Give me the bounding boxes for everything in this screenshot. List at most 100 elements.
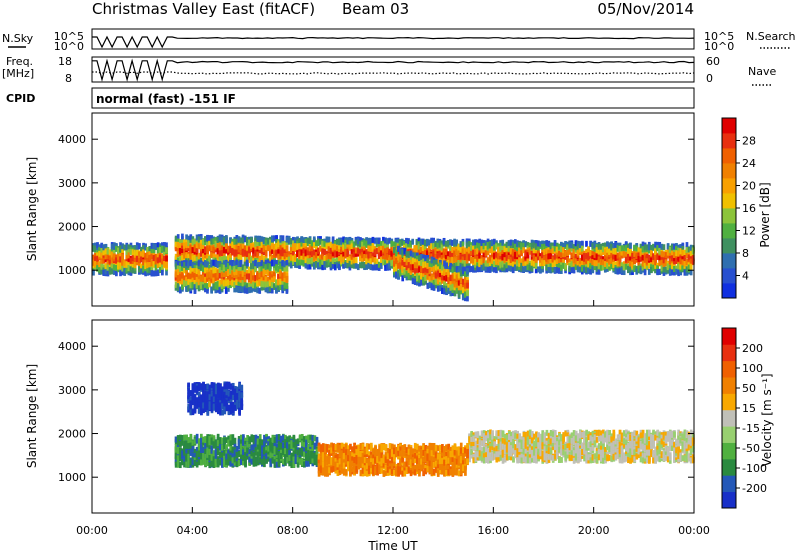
- heatmap-cell: [300, 255, 304, 262]
- heatmap-cell: [279, 253, 283, 260]
- heatmap-cell: [185, 270, 188, 277]
- heatmap-cell: [216, 281, 220, 288]
- heatmap-cell: [499, 261, 502, 268]
- heatmap-cell: [227, 269, 230, 276]
- heatmap-cell: [312, 254, 316, 261]
- heatmap-cell: [524, 250, 528, 257]
- heatmap-cell: [495, 267, 498, 274]
- heatmap-cell: [689, 250, 693, 257]
- heatmap-cell: [189, 282, 193, 289]
- heatmap-cell: [229, 260, 232, 267]
- heatmap-cell: [402, 244, 406, 251]
- heatmap-cell: [668, 265, 672, 272]
- heatmap-cell: [354, 262, 358, 269]
- heatmap-cell: [235, 259, 239, 266]
- heatmap-cell: [210, 286, 213, 293]
- heatmap-cell: [597, 263, 601, 270]
- heatmap-cell: [660, 265, 664, 272]
- heatmap-cell: [436, 238, 440, 245]
- heatmap-cell: [386, 257, 389, 264]
- heatmap-cell: [183, 261, 186, 268]
- heatmap-cell: [338, 255, 341, 262]
- cpid-frame: [91, 87, 695, 109]
- heatmap-cell: [668, 246, 672, 253]
- heatmap-cell: [572, 257, 576, 264]
- heatmap-cell: [438, 246, 442, 253]
- heatmap-cell: [187, 240, 191, 247]
- heatmap-cell: [643, 253, 647, 260]
- heatmap-cell: [610, 247, 613, 254]
- heatmap-cell: [348, 237, 352, 244]
- heatmap-cell: [241, 264, 245, 271]
- heatmap-cell: [216, 243, 220, 250]
- heatmap-cell: [373, 237, 377, 244]
- heatmap-cell: [409, 241, 412, 248]
- heatmap-cell: [340, 246, 343, 253]
- heatmap-cell: [193, 254, 197, 261]
- heatmap-cell: [227, 255, 230, 262]
- heatmap-cell: [335, 238, 339, 245]
- heatmap-cell: [333, 258, 337, 265]
- heatmap-cell: [509, 239, 513, 246]
- heatmap-cell: [195, 268, 199, 275]
- heatmap-cell: [503, 257, 507, 264]
- heatmap-cell: [264, 264, 268, 271]
- heatmap-cell: [587, 267, 590, 274]
- heatmap-cell: [564, 241, 567, 248]
- heatmap-cell: [673, 247, 676, 254]
- heatmap-cell: [486, 266, 490, 273]
- heatmap-cell: [587, 247, 590, 254]
- heatmap-cell: [185, 260, 188, 267]
- heatmap-cell: [298, 259, 301, 266]
- heatmap-cell: [457, 255, 461, 262]
- heatmap-cell: [323, 240, 327, 247]
- heatmap-cell: [549, 243, 553, 250]
- heatmap-cell: [530, 251, 534, 258]
- heatmap-cell: [317, 247, 320, 254]
- heatmap-cell: [486, 249, 490, 256]
- heatmap-cell: [662, 251, 666, 258]
- heatmap-cell: [199, 282, 203, 289]
- heatmap-cell: [260, 241, 264, 248]
- heatmap-cell: [511, 250, 515, 257]
- heatmap-cell: [624, 263, 628, 270]
- nsky-frame: [91, 28, 695, 50]
- heatmap-cell: [614, 267, 618, 274]
- heatmap-cell: [405, 247, 408, 254]
- heatmap-cell: [393, 260, 396, 267]
- heatmap-cell: [197, 260, 201, 267]
- heatmap-cell: [256, 274, 259, 281]
- heatmap-cell: [233, 250, 237, 257]
- heatmap-cell: [551, 256, 555, 263]
- heatmap-cell: [399, 263, 402, 270]
- heatmap-cell: [321, 248, 325, 255]
- heatmap-cell: [516, 264, 519, 271]
- heatmap-cell: [308, 253, 312, 260]
- heatmap-cell: [281, 274, 285, 281]
- heatmap-cell: [279, 284, 282, 291]
- heatmap-cell: [197, 279, 201, 286]
- heatmap-cell: [239, 285, 243, 292]
- heatmap-cell: [426, 250, 429, 257]
- heatmap-cell: [689, 258, 693, 265]
- heatmap-cell: [386, 239, 389, 246]
- heatmap-cell: [455, 249, 459, 256]
- heatmap-cell: [670, 249, 674, 256]
- heatmap-cell: [666, 243, 670, 250]
- heatmap-cell: [268, 280, 272, 287]
- heatmap-cell: [304, 238, 308, 245]
- heatmap-cell: [277, 279, 280, 286]
- heatmap-cell: [505, 262, 509, 269]
- heatmap-cell: [197, 252, 201, 259]
- heatmap-cell: [319, 260, 322, 267]
- heatmap-cell: [687, 250, 691, 257]
- heatmap-cell: [585, 253, 588, 260]
- heatmap-cell: [480, 239, 484, 246]
- heatmap-cell: [564, 251, 567, 258]
- heatmap-cell: [206, 275, 209, 282]
- heatmap-cell: [480, 246, 484, 253]
- heatmap-cell: [570, 252, 574, 259]
- heatmap-cell: [279, 249, 283, 256]
- heatmap-cell: [503, 246, 507, 253]
